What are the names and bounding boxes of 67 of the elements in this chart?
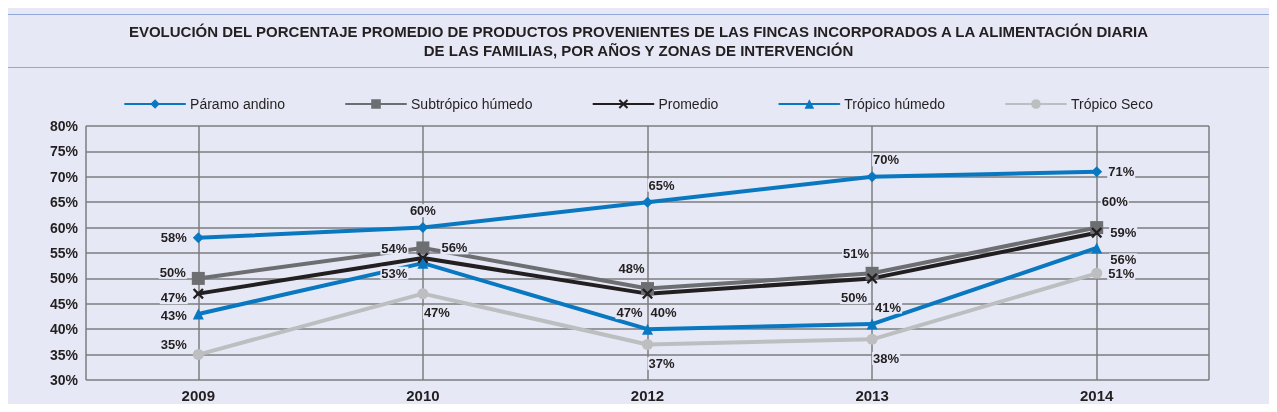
data-label: 56% [1110,252,1137,268]
data-label: 60% [409,203,437,219]
point [1091,166,1103,178]
data-label: 38% [873,350,900,366]
data-label: 70% [873,152,900,168]
data-label: 56% [441,240,468,256]
data-label: 40% [650,304,677,320]
data-label: 71% [1108,164,1135,180]
data-label: 65% [648,177,675,193]
y-tick-label: 45% [49,295,79,312]
legend-label: Trópico Seco [1070,96,1154,112]
data-label: 50% [159,264,187,280]
point [192,232,204,244]
point [416,241,430,255]
point [417,257,429,269]
legend-label: Trópico húmedo [844,96,946,112]
legend-label: Promedio [658,96,719,112]
y-tick-label: 35% [49,346,79,363]
chart-title: EVOLUCIÓN DEL PORCENTAJE PROMEDIO DE PRODUCTOS PROVENIENTES DE LAS FINCAS INCORPORADOS A LA ALIMENTACIÓN DIARIA DE LAS FAMILIAS, POR AÑOS Y ZONAS DE INTERVENCIÓN [128,23,1149,59]
y-tick-label: 65% [49,194,79,211]
point [866,272,878,284]
data-label: 51% [1108,265,1135,281]
x-tick-label: 2012 [630,387,665,404]
data-label: 50% [841,289,868,305]
y-tick-label: 30% [49,372,79,388]
data-label: 51% [843,245,870,261]
data-label: 47% [160,290,188,306]
y-tick-label: 75% [49,143,79,160]
x-tick-label: 2009 [181,387,215,404]
y-tick-label: 80% [49,118,79,134]
y-tick-label: 60% [49,219,79,236]
point [866,318,878,330]
point [1091,242,1103,254]
data-label: 54% [381,240,408,256]
data-label: 58% [160,230,188,246]
point [1091,227,1103,239]
point [192,288,204,300]
y-tick-label: 40% [49,321,79,338]
x-tick-label: 2014 [1080,387,1115,404]
y-tick-label: 55% [49,245,79,261]
y-tick-label: 70% [49,168,79,185]
point [642,196,653,208]
point [192,308,204,320]
legend-label: Páramo andino [190,96,286,112]
data-label: 59% [1110,225,1137,241]
point [642,288,653,300]
data-label: 60% [1101,194,1129,210]
y-tick-label: 50% [49,270,79,287]
point [417,288,429,300]
x-tick-label: 2010 [406,387,440,404]
data-label: 37% [648,355,675,371]
point [642,338,653,350]
point [866,333,878,345]
point [866,171,878,183]
data-label: 43% [160,308,188,324]
point [642,323,653,335]
x-tick-label: 2013 [855,387,889,404]
point [192,349,204,361]
data-label: 48% [618,261,645,277]
data-label: 35% [160,337,188,353]
point [191,271,205,285]
point [1091,267,1103,279]
data-label: 47% [616,305,643,321]
legend-label: Subtrópico húmedo [411,96,533,112]
data-label: 47% [423,305,451,321]
data-label: 41% [875,299,902,315]
data-label: 53% [381,265,408,281]
